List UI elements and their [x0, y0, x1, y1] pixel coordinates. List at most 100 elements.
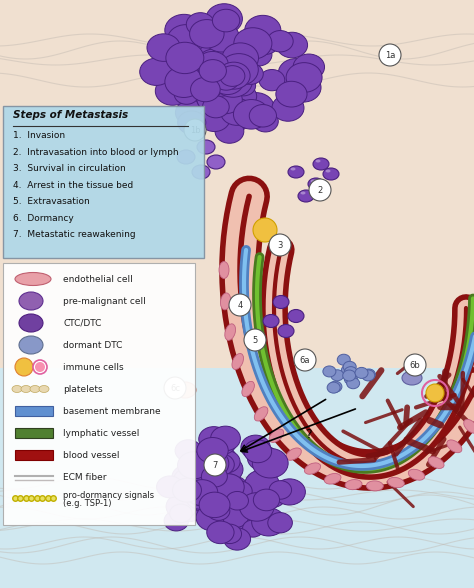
Ellipse shape — [210, 64, 249, 96]
Ellipse shape — [165, 66, 203, 98]
Ellipse shape — [344, 367, 357, 377]
Text: 1a: 1a — [385, 51, 395, 59]
Ellipse shape — [165, 14, 203, 46]
Ellipse shape — [224, 528, 251, 550]
Ellipse shape — [197, 85, 230, 112]
Ellipse shape — [175, 440, 201, 462]
Text: basement membrane: basement membrane — [63, 406, 161, 416]
Ellipse shape — [30, 386, 40, 393]
Ellipse shape — [212, 9, 240, 32]
Ellipse shape — [197, 72, 221, 91]
Circle shape — [426, 384, 444, 402]
Ellipse shape — [193, 449, 229, 478]
Text: lymphatic vessel: lymphatic vessel — [63, 429, 139, 437]
Ellipse shape — [203, 59, 235, 86]
Ellipse shape — [229, 497, 260, 523]
Ellipse shape — [276, 81, 307, 107]
Circle shape — [309, 179, 331, 201]
Ellipse shape — [185, 69, 209, 88]
Ellipse shape — [174, 382, 196, 398]
Ellipse shape — [223, 487, 244, 505]
Ellipse shape — [277, 32, 308, 58]
Ellipse shape — [173, 468, 201, 492]
Ellipse shape — [156, 476, 183, 498]
Ellipse shape — [39, 386, 49, 393]
Ellipse shape — [316, 159, 320, 162]
Ellipse shape — [220, 293, 231, 310]
Ellipse shape — [174, 84, 199, 104]
Text: (e.g. TSP-1): (e.g. TSP-1) — [63, 499, 111, 509]
Text: 7: 7 — [212, 460, 218, 469]
Ellipse shape — [204, 22, 239, 52]
Ellipse shape — [273, 479, 305, 505]
Ellipse shape — [288, 309, 304, 322]
Ellipse shape — [206, 77, 243, 108]
Ellipse shape — [310, 179, 316, 182]
Ellipse shape — [15, 272, 51, 286]
Ellipse shape — [243, 520, 264, 537]
Text: pro-dormancy signals: pro-dormancy signals — [63, 490, 154, 499]
Circle shape — [244, 329, 266, 351]
Ellipse shape — [337, 354, 350, 365]
Ellipse shape — [268, 513, 292, 533]
Ellipse shape — [227, 58, 262, 87]
Ellipse shape — [166, 42, 204, 74]
Ellipse shape — [218, 476, 242, 497]
Ellipse shape — [186, 13, 215, 36]
Text: Steps of Metastasis: Steps of Metastasis — [13, 110, 128, 120]
Ellipse shape — [219, 262, 229, 279]
Ellipse shape — [199, 106, 230, 132]
Text: 4.  Arrest in the tissue bed: 4. Arrest in the tissue bed — [13, 181, 133, 189]
Ellipse shape — [197, 437, 228, 463]
Text: CTC/DTC: CTC/DTC — [63, 319, 101, 328]
Ellipse shape — [170, 504, 192, 523]
Ellipse shape — [213, 450, 240, 473]
Ellipse shape — [213, 492, 235, 510]
Ellipse shape — [191, 77, 220, 102]
Text: platelets: platelets — [63, 385, 103, 393]
Ellipse shape — [286, 73, 321, 102]
Ellipse shape — [196, 483, 227, 509]
Text: 1.  Invasion: 1. Invasion — [13, 131, 65, 140]
Ellipse shape — [464, 419, 474, 433]
Ellipse shape — [206, 4, 242, 34]
Text: 2.  Intravasation into blood or lymph: 2. Intravasation into blood or lymph — [13, 148, 179, 156]
Ellipse shape — [272, 95, 304, 121]
Ellipse shape — [293, 54, 325, 80]
Ellipse shape — [366, 481, 383, 491]
Text: endothelial cell: endothelial cell — [63, 275, 133, 283]
Ellipse shape — [253, 111, 278, 132]
Ellipse shape — [209, 454, 234, 475]
Ellipse shape — [323, 168, 339, 180]
Ellipse shape — [19, 336, 43, 354]
Circle shape — [229, 294, 251, 316]
Ellipse shape — [345, 480, 362, 490]
Ellipse shape — [327, 382, 340, 393]
Ellipse shape — [238, 64, 263, 84]
Ellipse shape — [232, 353, 244, 369]
Ellipse shape — [223, 506, 248, 527]
Ellipse shape — [252, 449, 288, 478]
Text: 6c: 6c — [170, 383, 180, 393]
Ellipse shape — [219, 74, 250, 99]
Text: 6.  Dormancy: 6. Dormancy — [13, 213, 74, 222]
Ellipse shape — [210, 89, 238, 112]
Ellipse shape — [205, 450, 233, 473]
Ellipse shape — [207, 502, 230, 520]
Ellipse shape — [241, 435, 270, 459]
Circle shape — [35, 362, 45, 372]
Ellipse shape — [286, 448, 301, 460]
Ellipse shape — [206, 63, 241, 91]
Ellipse shape — [269, 429, 283, 442]
Ellipse shape — [191, 486, 224, 513]
Ellipse shape — [324, 473, 341, 484]
Ellipse shape — [192, 44, 219, 66]
Ellipse shape — [186, 480, 218, 506]
Ellipse shape — [213, 69, 239, 90]
Ellipse shape — [234, 28, 272, 59]
Ellipse shape — [402, 371, 422, 385]
Ellipse shape — [252, 508, 285, 536]
Bar — [15, 406, 53, 416]
FancyBboxPatch shape — [3, 106, 204, 258]
Ellipse shape — [212, 474, 244, 500]
